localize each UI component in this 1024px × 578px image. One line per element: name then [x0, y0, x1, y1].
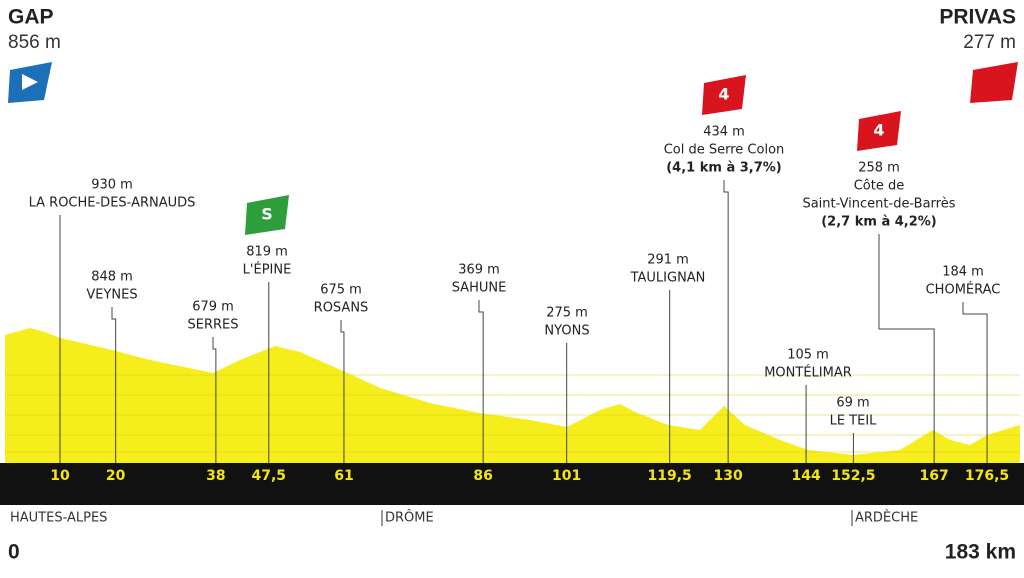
finish-km: 183 km: [945, 541, 1016, 564]
waypoint-altitude: 679 m: [192, 300, 234, 315]
km-label: 144: [791, 468, 820, 484]
start-km: 0: [8, 541, 20, 564]
waypoint-label: SERRES: [188, 318, 239, 333]
waypoint-label: SAHUNE: [452, 281, 507, 296]
km-label: 130: [714, 468, 743, 484]
leader-line: [212, 337, 217, 463]
start-name: GAP: [8, 6, 54, 29]
start-altitude: 856 m: [8, 32, 61, 53]
region-label: DRÔME: [385, 510, 434, 526]
climb-icon: [857, 111, 901, 151]
km-label: 38: [206, 468, 225, 484]
km-label: 167: [920, 468, 949, 484]
waypoint-label: CHOMÉRAC: [926, 282, 1001, 298]
km-label: 10: [50, 468, 70, 484]
waypoint-label: NYONS: [544, 324, 589, 339]
waypoint-altitude: 184 m: [942, 265, 984, 280]
km-label: 101: [552, 468, 581, 484]
leader-line: [962, 302, 988, 463]
waypoint-altitude: 369 m: [458, 263, 500, 278]
waypoint-label: TAULIGNAN: [630, 271, 706, 286]
km-label: 86: [473, 468, 492, 484]
climb-category: 4: [718, 85, 729, 104]
waypoint-label: (4,1 km à 3,7%): [666, 161, 782, 176]
waypoint-altitude: 291 m: [647, 253, 689, 268]
finish-flag: [970, 62, 1018, 103]
waypoint-altitude: 434 m: [703, 125, 745, 140]
sprint-label: S: [261, 205, 273, 224]
waypoint-label: Col de Serre Colon: [664, 143, 785, 158]
waypoint-altitude: 258 m: [858, 161, 900, 176]
waypoint-label: Saint-Vincent-de-Barrès: [802, 197, 955, 212]
leader-line: [723, 180, 729, 463]
region-label: HAUTES-ALPES: [10, 511, 107, 526]
waypoint-label: LA ROCHE-DES-ARNAUDS: [29, 196, 196, 211]
waypoint-label: ROSANS: [314, 301, 369, 316]
waypoint-label: Côte de: [854, 179, 905, 194]
elevation-profile: [5, 328, 1020, 463]
profile-hatching: [5, 374, 1020, 453]
waypoint-altitude: 105 m: [787, 348, 829, 363]
waypoint-altitude: 930 m: [91, 178, 133, 193]
climb-icon: [702, 75, 746, 115]
start-arrow: [22, 74, 38, 90]
km-label: 20: [106, 468, 126, 484]
waypoint-label: LE TEIL: [830, 414, 878, 429]
waypoint-label: MONTÉLIMAR: [764, 365, 852, 381]
km-band: [0, 463, 1024, 505]
finish-name: PRIVAS: [939, 6, 1016, 29]
waypoint-label: VEYNES: [86, 288, 137, 303]
climb-category: 4: [873, 121, 884, 140]
waypoint-altitude: 848 m: [91, 270, 133, 285]
waypoint-altitude: 819 m: [246, 245, 288, 260]
leader-line: [111, 307, 117, 463]
leader-line: [878, 234, 935, 463]
leader-line: [340, 320, 345, 463]
sprint-icon: [245, 195, 289, 235]
waypoint-altitude: 675 m: [320, 283, 362, 298]
km-label: 47,5: [252, 468, 287, 484]
region-label: ARDÈCHE: [855, 510, 918, 526]
waypoint-altitude: 69 m: [836, 396, 869, 411]
km-label: 152,5: [831, 468, 875, 484]
waypoint-label: (2,7 km à 4,2%): [821, 215, 937, 230]
finish-altitude: 277 m: [963, 32, 1016, 53]
km-label: 119,5: [648, 468, 692, 484]
waypoint-altitude: 275 m: [546, 306, 588, 321]
km-label: 61: [334, 468, 353, 484]
waypoint-label: L'ÉPINE: [243, 262, 292, 278]
leader-line: [478, 300, 484, 463]
km-label: 176,5: [965, 468, 1009, 484]
